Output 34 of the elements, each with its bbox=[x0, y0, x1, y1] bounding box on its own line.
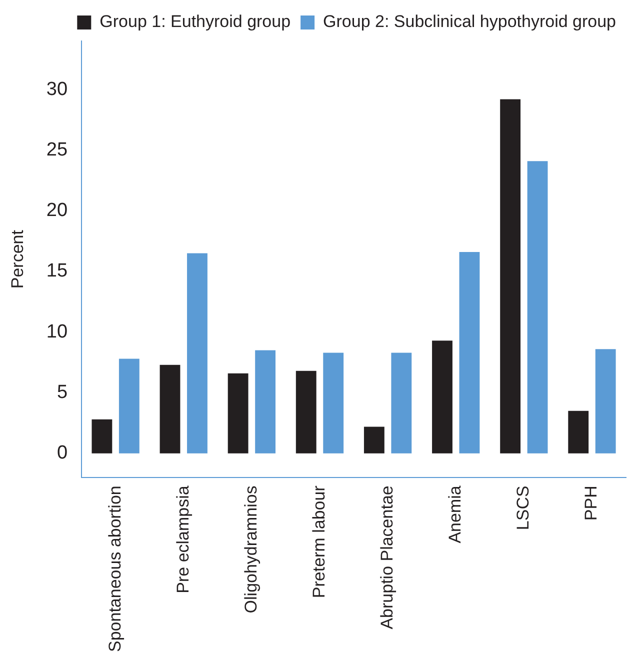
y-tick-label: 5 bbox=[56, 382, 68, 403]
bar bbox=[160, 364, 180, 454]
y-tick-label: 20 bbox=[46, 200, 68, 222]
legend-label: Group 1: Euthyroid group bbox=[100, 12, 291, 32]
x-tick-label: Anemia bbox=[446, 485, 465, 544]
x-tick-label: Oligohydramnios bbox=[241, 486, 260, 614]
bar bbox=[432, 340, 452, 454]
y-tick-label: 10 bbox=[46, 321, 68, 342]
bar bbox=[323, 352, 344, 454]
bar bbox=[527, 161, 548, 454]
y-tick-label: 30 bbox=[46, 78, 68, 100]
bar bbox=[364, 426, 384, 454]
x-tick-label: Pre eclampsia bbox=[173, 485, 192, 594]
x-tick-label: PPH bbox=[582, 486, 601, 521]
x-tick-label: Preterm labour bbox=[309, 485, 328, 598]
x-tick-label: Spontaneous abortion bbox=[105, 486, 124, 652]
bar bbox=[296, 370, 316, 454]
legend-label: Group 2: Subclinical hypothyroid group bbox=[323, 12, 616, 32]
bar bbox=[459, 252, 480, 454]
y-axis-title: Percent bbox=[8, 230, 27, 289]
y-tick-label: 0 bbox=[56, 442, 68, 464]
x-tick-label: LSCS bbox=[514, 486, 533, 530]
bar bbox=[228, 373, 248, 454]
bar bbox=[568, 410, 589, 454]
bar bbox=[92, 419, 112, 454]
bar bbox=[118, 358, 140, 454]
y-tick-label: 25 bbox=[46, 139, 68, 160]
bar bbox=[187, 253, 208, 454]
bar bbox=[255, 350, 276, 454]
bar bbox=[500, 99, 521, 454]
bar bbox=[391, 352, 412, 454]
x-tick-label: Abruptio Placentae bbox=[377, 486, 396, 630]
y-tick-label: 15 bbox=[46, 260, 68, 282]
bar bbox=[595, 349, 616, 454]
